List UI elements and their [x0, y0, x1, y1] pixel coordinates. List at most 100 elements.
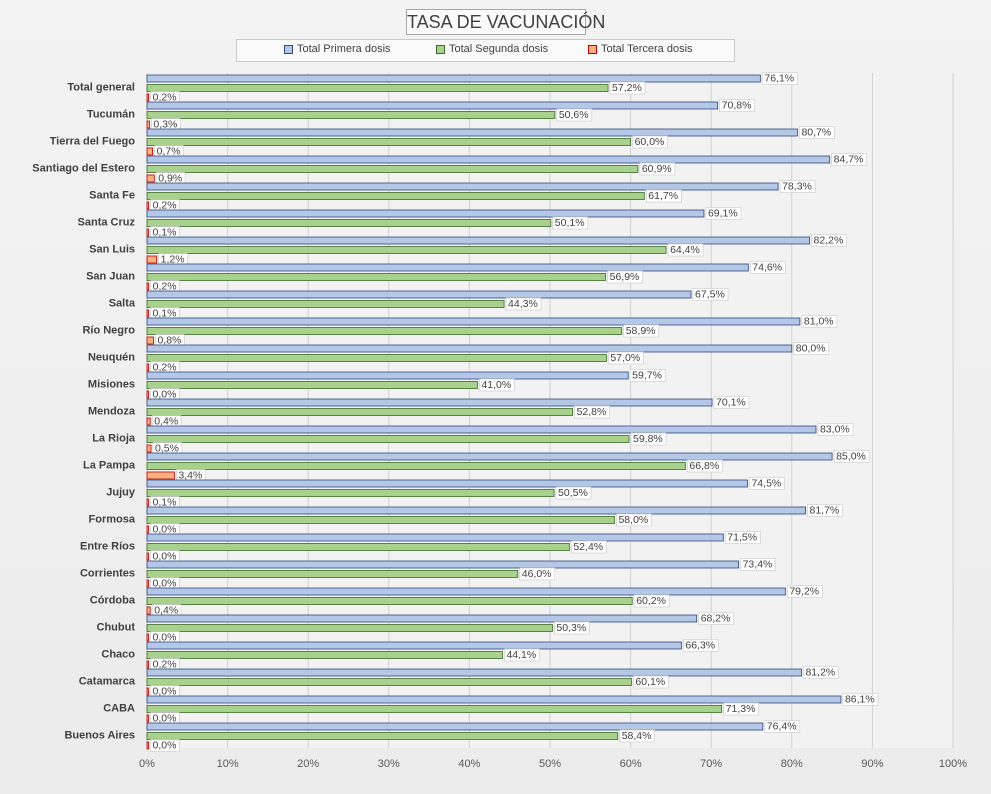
data-label: 0,5%: [155, 443, 179, 455]
data-label: 0,1%: [153, 308, 177, 320]
bar-primera: [146, 182, 779, 191]
data-label: 60,9%: [642, 163, 672, 175]
category-label: Tucumán: [87, 109, 135, 121]
data-label: 0,2%: [153, 92, 177, 104]
category-label: Neuquén: [88, 352, 135, 364]
data-label-box: [799, 126, 835, 139]
category-label: Mendoza: [88, 406, 136, 418]
legend-label-tercera: Total Tercera dosis: [601, 43, 693, 55]
data-label-box: [692, 288, 729, 301]
bar-tercera: [146, 525, 149, 534]
bar-tercera: [146, 228, 149, 237]
bar-tercera: [146, 741, 149, 750]
data-label-box: [719, 99, 755, 112]
data-label: 70,1%: [716, 397, 746, 409]
bar-primera: [146, 425, 817, 434]
bar-tercera: [146, 552, 149, 561]
data-label: 81,7%: [810, 505, 840, 517]
bar-tercera: [146, 579, 149, 588]
bar-tercera: [146, 363, 150, 372]
bar-segunda: [146, 597, 633, 605]
data-label: 52,4%: [573, 541, 603, 553]
data-label: 60,1%: [635, 676, 665, 688]
data-label-box: [762, 72, 798, 85]
bar-tercera: [146, 255, 158, 264]
category-label: Formosa: [89, 514, 136, 526]
data-label: 74,5%: [751, 478, 781, 490]
bar-segunda: [146, 381, 478, 389]
bar-tercera: [146, 633, 149, 642]
x-tick-label: 40%: [458, 758, 480, 770]
legend-item-tercera: Total Tercera dosis: [588, 43, 693, 55]
bar-segunda: [146, 138, 632, 146]
category-label: San Juan: [86, 271, 135, 283]
bar-primera: [146, 101, 719, 110]
data-label: 79,2%: [789, 586, 819, 598]
category-label: Santa Cruz: [78, 217, 136, 229]
data-label-box: [698, 612, 734, 625]
bar-segunda: [146, 408, 573, 416]
data-label: 50,6%: [559, 109, 589, 121]
data-label-box: [687, 459, 723, 473]
data-label: 0,4%: [154, 605, 178, 617]
bar-primera: [146, 398, 713, 407]
bar-tercera: [146, 444, 152, 453]
bar-tercera: [146, 714, 149, 723]
x-tick-label: 10%: [217, 758, 239, 770]
bar-tercera: [146, 687, 149, 696]
data-label-box: [705, 207, 742, 220]
data-label: 0,0%: [153, 389, 177, 401]
data-label: 58,4%: [622, 730, 652, 742]
bar-segunda: [146, 624, 553, 632]
data-label: 50,3%: [556, 622, 586, 634]
data-label: 60,2%: [636, 595, 666, 607]
data-label: 0,0%: [153, 551, 177, 563]
data-label: 80,7%: [801, 127, 831, 139]
data-label-box: [633, 594, 670, 608]
bar-segunda: [146, 84, 609, 92]
bar-primera: [146, 371, 629, 380]
category-label: Chaco: [101, 649, 135, 661]
data-label-box: [519, 567, 556, 581]
x-tick-label: 90%: [861, 758, 883, 770]
category-label: Salta: [109, 298, 136, 310]
data-label-box: [479, 378, 515, 392]
legend-label-segunda: Total Segunda dosis: [449, 43, 549, 55]
data-label: 80,0%: [796, 343, 826, 355]
data-label-box: [833, 450, 870, 463]
bar-segunda: [146, 462, 686, 470]
bar-primera: [146, 641, 682, 650]
data-label: 0,9%: [158, 173, 182, 185]
data-label-box: [609, 81, 646, 95]
data-label-box: [749, 261, 786, 274]
category-label: La Rioja: [92, 433, 136, 445]
bar-tercera: [146, 201, 150, 210]
bar-primera: [146, 533, 724, 542]
data-label: 83,0%: [820, 424, 850, 436]
bar-primera: [146, 263, 749, 272]
bar-segunda: [146, 165, 639, 173]
data-label: 61,7%: [648, 190, 678, 202]
bar-primera: [146, 452, 833, 461]
bar-tercera: [146, 93, 150, 102]
data-label-box: [764, 720, 801, 733]
data-label-box: [724, 531, 761, 544]
bar-segunda: [146, 732, 619, 740]
bar-tercera: [146, 174, 155, 183]
data-label: 59,7%: [632, 370, 662, 382]
bar-primera: [146, 344, 793, 353]
data-label: 44,1%: [506, 649, 536, 661]
data-label: 58,0%: [618, 514, 648, 526]
data-label-box: [646, 189, 682, 203]
bar-primera: [146, 236, 810, 245]
bar-tercera: [146, 336, 154, 345]
data-label: 82,2%: [814, 235, 844, 247]
data-label: 0,0%: [153, 686, 177, 698]
bar-segunda: [146, 570, 519, 578]
data-label: 0,2%: [153, 362, 177, 374]
data-label-box: [683, 639, 719, 652]
bar-segunda: [146, 192, 645, 200]
bar-segunda: [146, 219, 552, 227]
